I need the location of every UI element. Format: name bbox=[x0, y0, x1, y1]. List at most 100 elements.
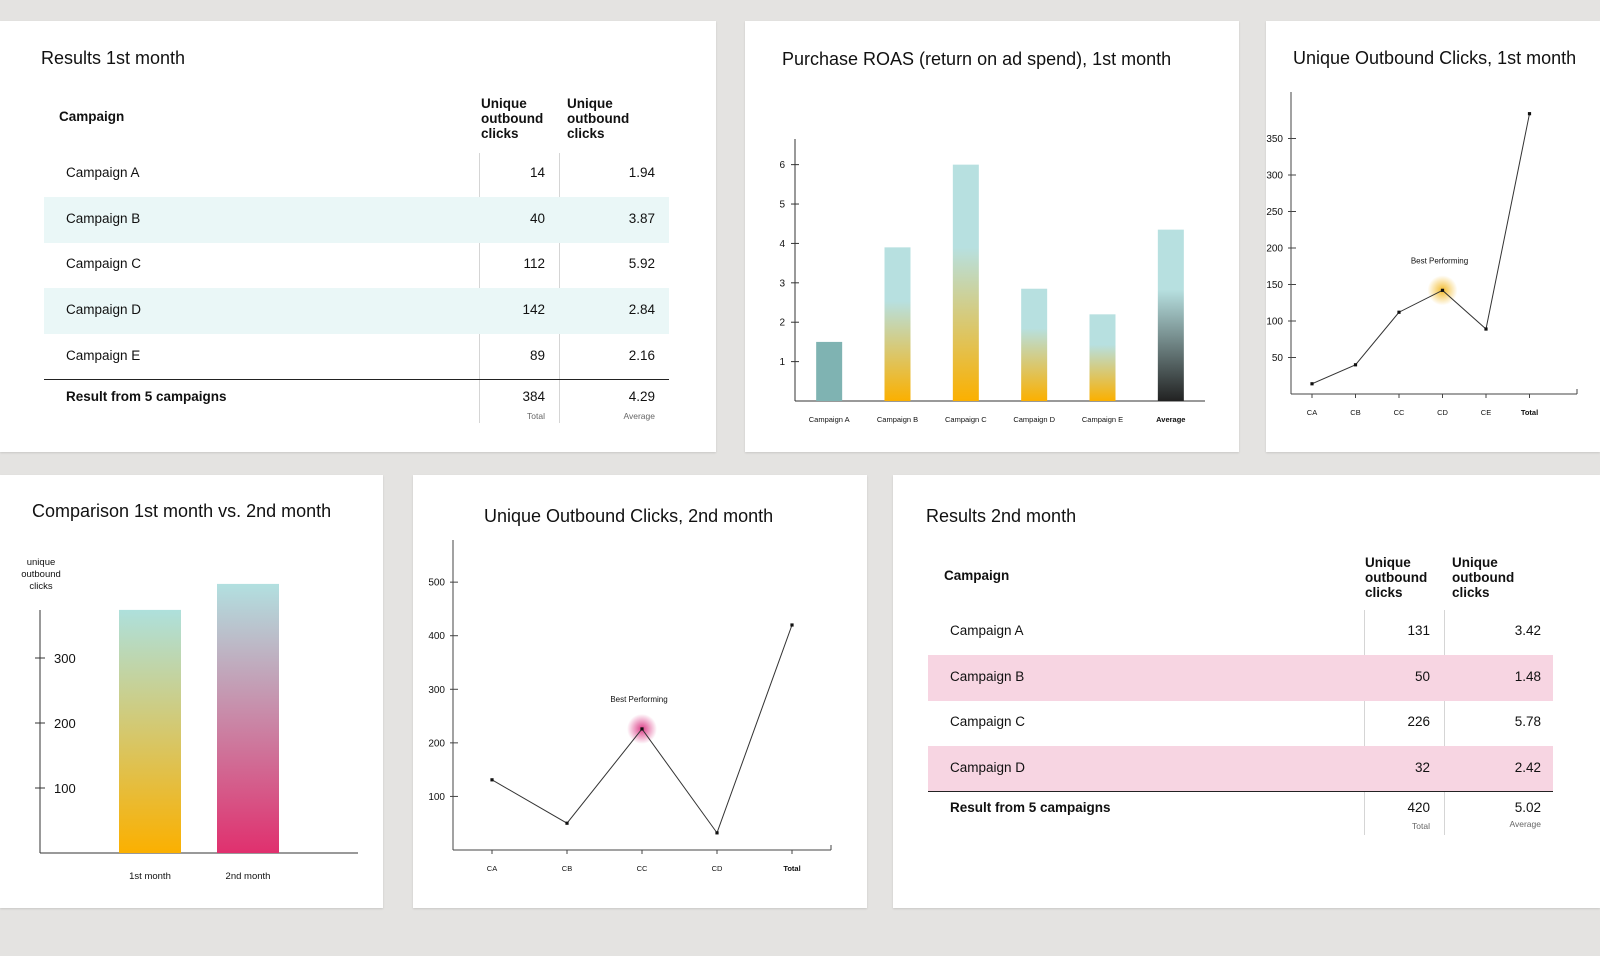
clicks-value-2: 2.16 bbox=[628, 347, 655, 363]
data-point bbox=[1397, 310, 1401, 314]
chart-title: Unique Outbound Clicks, 1st month bbox=[1293, 48, 1577, 68]
x-tick-label: CA bbox=[1307, 408, 1317, 417]
average-value: 4.29 bbox=[628, 389, 655, 404]
y-tick-label: 400 bbox=[428, 631, 445, 642]
clicks-value: 40 bbox=[529, 210, 545, 226]
average-value: 5.02 bbox=[1514, 800, 1541, 815]
x-tick-label: 2nd month bbox=[226, 871, 271, 882]
y-tick-label: 350 bbox=[1266, 134, 1283, 145]
clicks-value: 32 bbox=[1414, 760, 1430, 776]
column-divider bbox=[559, 153, 560, 423]
y-tick-label: 300 bbox=[1266, 171, 1283, 182]
y-tick-label: 300 bbox=[428, 685, 445, 696]
x-tick-label: CB bbox=[562, 864, 572, 873]
data-point bbox=[1353, 363, 1358, 367]
roas-chart-panel: Purchase ROAS (return on ad spend), 1st … bbox=[745, 21, 1239, 452]
data-point bbox=[790, 623, 794, 627]
y-tick-label: 3 bbox=[779, 278, 785, 289]
y-tick-label: 100 bbox=[1266, 317, 1283, 328]
clicks-value-2: 2.42 bbox=[1514, 760, 1541, 776]
clicks-value-2: 2.84 bbox=[628, 302, 655, 318]
x-tick-label: CD bbox=[1437, 408, 1448, 417]
panel-title: Results 2nd month bbox=[926, 506, 1077, 526]
results-2nd-month-panel: Results 2nd month Campaign Unique outbou… bbox=[893, 475, 1600, 908]
x-tick-label: CD bbox=[712, 864, 723, 873]
x-tick-label: Campaign B bbox=[877, 415, 918, 424]
chart-title: Purchase ROAS (return on ad spend), 1st … bbox=[782, 49, 1172, 69]
x-tick-label: 1st month bbox=[129, 871, 171, 882]
clicks-value: 50 bbox=[1414, 668, 1430, 684]
data-point bbox=[640, 727, 644, 731]
table-row: Campaign B 40 3.87 bbox=[44, 196, 669, 243]
y-tick-label: 100 bbox=[428, 792, 445, 803]
campaign-name: Campaign D bbox=[66, 302, 142, 318]
y-tick-label: 300 bbox=[54, 651, 76, 666]
x-tick-label: CC bbox=[1394, 408, 1405, 417]
campaign-name: Campaign A bbox=[950, 623, 1024, 638]
clicks-1st-month-line-chart: 50 100 150 200 250 300 350 CA CB CC CD CE Total Best … bbox=[1266, 92, 1578, 417]
campaign-name: Campaign B bbox=[950, 668, 1025, 684]
bar bbox=[1089, 314, 1116, 401]
campaign-name: Campaign E bbox=[66, 347, 141, 363]
clicks-value-2: 3.42 bbox=[1514, 623, 1541, 638]
total-note: Total bbox=[527, 411, 545, 421]
clicks-2nd-month-panel: Unique Outbound Clicks, 2nd month 100 200… bbox=[413, 475, 867, 908]
data-point bbox=[565, 821, 569, 825]
y-tick-label: 100 bbox=[54, 781, 76, 796]
campaign-name: Campaign B bbox=[66, 210, 141, 226]
chart-title: Comparison 1st month vs. 2nd month bbox=[32, 501, 332, 521]
bar bbox=[1157, 229, 1184, 401]
total-divider bbox=[928, 791, 1553, 792]
clicks-value: 112 bbox=[523, 256, 545, 272]
table-row: Campaign A 131 3.42 bbox=[928, 609, 1553, 655]
y-tick-label: 250 bbox=[1266, 207, 1283, 218]
x-tick-label: CA bbox=[487, 864, 497, 873]
data-point bbox=[490, 778, 494, 782]
column-header-clicks: Unique outbound clicks bbox=[481, 96, 544, 141]
bar bbox=[1021, 288, 1048, 401]
column-header-campaign: Campaign bbox=[59, 109, 125, 124]
panel-title: Results 1st month bbox=[41, 48, 186, 68]
column-header-clicks-2: Unique outbound clicks bbox=[567, 96, 630, 141]
table-row: Campaign B 50 1.48 bbox=[928, 654, 1553, 701]
y-tick-label: 5 bbox=[779, 200, 785, 211]
clicks-1st-month-panel: Unique Outbound Clicks, 1st month 50 100 1… bbox=[1266, 21, 1600, 452]
column-header-clicks-2: Unique outbound clicks bbox=[1452, 555, 1515, 600]
y-tick-label: 500 bbox=[428, 578, 445, 589]
y-tick-label: 4 bbox=[779, 239, 785, 250]
x-tick-label: CE bbox=[1481, 408, 1491, 417]
bar bbox=[884, 247, 911, 401]
x-tick-label: Campaign C bbox=[945, 415, 987, 424]
comparison-bar-chart: unique outbound clicks 100 200 300 1st month 2n… bbox=[21, 557, 358, 882]
y-tick-label: 200 bbox=[428, 738, 445, 749]
chart-title: Unique Outbound Clicks, 2nd month bbox=[484, 506, 774, 526]
clicks-value-2: 1.94 bbox=[628, 165, 655, 180]
clicks-value: 226 bbox=[1407, 714, 1430, 730]
clicks-value: 14 bbox=[529, 165, 545, 180]
bar bbox=[952, 164, 979, 401]
x-tick-label: Total bbox=[783, 864, 800, 873]
bar bbox=[217, 583, 279, 853]
clicks-value-2: 1.48 bbox=[1514, 668, 1541, 684]
clicks-value-2: 5.92 bbox=[628, 256, 655, 272]
x-tick-label: Campaign D bbox=[1013, 415, 1055, 424]
x-tick-label: CC bbox=[637, 864, 648, 873]
bar bbox=[816, 341, 843, 401]
campaign-name: Campaign C bbox=[66, 256, 142, 272]
campaign-name: Campaign A bbox=[66, 165, 140, 180]
roas-bar-chart: 1 2 3 4 5 6 Campaign A Campaign B Campaign C Camp… bbox=[779, 139, 1205, 424]
table-row: Campaign E 89 2.16 bbox=[44, 334, 669, 380]
data-point bbox=[1310, 382, 1314, 386]
table-row: Campaign A 14 1.94 bbox=[44, 151, 669, 197]
column-divider bbox=[1444, 610, 1445, 835]
clicks-2nd-month-line-chart: 100 200 300 400 500 CA CB CC CD Total Best Perform… bbox=[428, 540, 832, 873]
column-divider bbox=[1364, 610, 1365, 835]
table-row: Campaign C 112 5.92 bbox=[44, 242, 669, 288]
y-tick-label: 6 bbox=[779, 160, 785, 171]
y-axis-label: unique outbound clicks bbox=[21, 557, 61, 592]
x-tick-label: Average bbox=[1156, 415, 1185, 424]
y-tick-label: 150 bbox=[1266, 280, 1283, 291]
campaign-name: Campaign C bbox=[950, 714, 1026, 730]
clicks-value-2: 5.78 bbox=[1514, 714, 1541, 730]
comparison-panel: Comparison 1st month vs. 2nd month uniqu… bbox=[0, 475, 383, 908]
